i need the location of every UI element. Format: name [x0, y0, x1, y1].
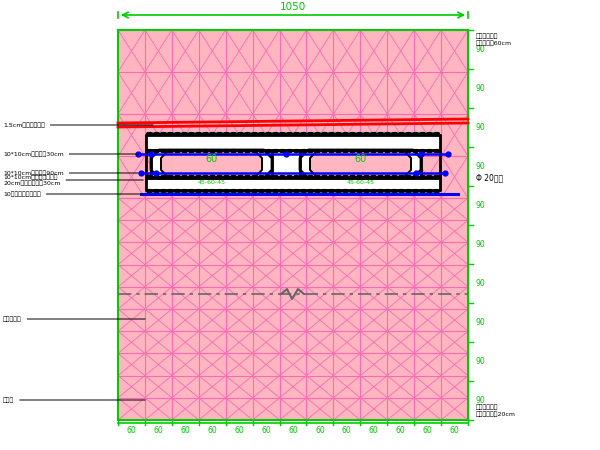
Text: 10*10cm方木间距90cm: 10*10cm方木间距90cm	[3, 170, 138, 176]
Text: 扫地杆距底部
支撑点不大于20cm: 扫地杆距底部 支撑点不大于20cm	[476, 405, 516, 417]
Text: 扫地杆: 扫地杆	[3, 397, 145, 403]
Text: 60: 60	[355, 154, 367, 164]
Bar	[118, 198, 468, 420]
Text: 60: 60	[127, 426, 136, 435]
Bar	[272, 150, 300, 178]
Text: 60: 60	[396, 426, 406, 435]
Text: 10号工字钢横向搭设: 10号工字钢横向搭设	[3, 191, 143, 197]
Text: 90: 90	[475, 240, 485, 249]
Text: 10*10cm方木膜板下间距
20cm，箱室下间距30cm: 10*10cm方木膜板下间距 20cm，箱室下间距30cm	[3, 174, 143, 186]
Text: 60: 60	[205, 154, 218, 164]
Text: 90: 90	[475, 201, 485, 210]
Polygon shape	[310, 150, 411, 178]
Text: 90: 90	[475, 396, 485, 405]
Text: 顶层水平杆距
支撑点小于60cm: 顶层水平杆距 支撑点小于60cm	[476, 34, 512, 46]
Text: 90: 90	[475, 123, 485, 132]
Bar	[146, 135, 440, 150]
Bar	[151, 150, 272, 178]
Text: 60: 60	[234, 426, 244, 435]
Text: 60: 60	[342, 426, 352, 435]
Text: 60: 60	[449, 426, 460, 435]
Text: 90: 90	[475, 84, 485, 93]
Bar	[118, 30, 468, 198]
Text: 60: 60	[315, 426, 325, 435]
Polygon shape	[161, 150, 262, 178]
Text: 90: 90	[475, 279, 485, 288]
Text: 90: 90	[475, 45, 485, 54]
Text: 10*10cm方木间距30cm: 10*10cm方木间距30cm	[3, 151, 138, 157]
Text: 45-60-45: 45-60-45	[347, 180, 374, 185]
Bar	[146, 178, 440, 190]
Text: 60: 60	[208, 426, 217, 435]
Text: Φ 20拉杆: Φ 20拉杆	[476, 174, 503, 183]
Bar	[300, 150, 421, 178]
Text: 45-60-45: 45-60-45	[197, 180, 226, 185]
Text: 60: 60	[154, 426, 163, 435]
Text: 1.5cm厚优质竹胶板: 1.5cm厚优质竹胶板	[3, 122, 153, 128]
Text: 60: 60	[369, 426, 379, 435]
Text: 60: 60	[261, 426, 271, 435]
Text: 60: 60	[423, 426, 433, 435]
Text: 90: 90	[475, 162, 485, 171]
Text: 90: 90	[475, 318, 485, 327]
Text: 90: 90	[475, 357, 485, 366]
Text: 1050: 1050	[280, 2, 306, 12]
Text: 60: 60	[181, 426, 190, 435]
Text: 60: 60	[288, 426, 298, 435]
Text: 横向剪刀撑: 横向剪刀撑	[3, 316, 145, 322]
